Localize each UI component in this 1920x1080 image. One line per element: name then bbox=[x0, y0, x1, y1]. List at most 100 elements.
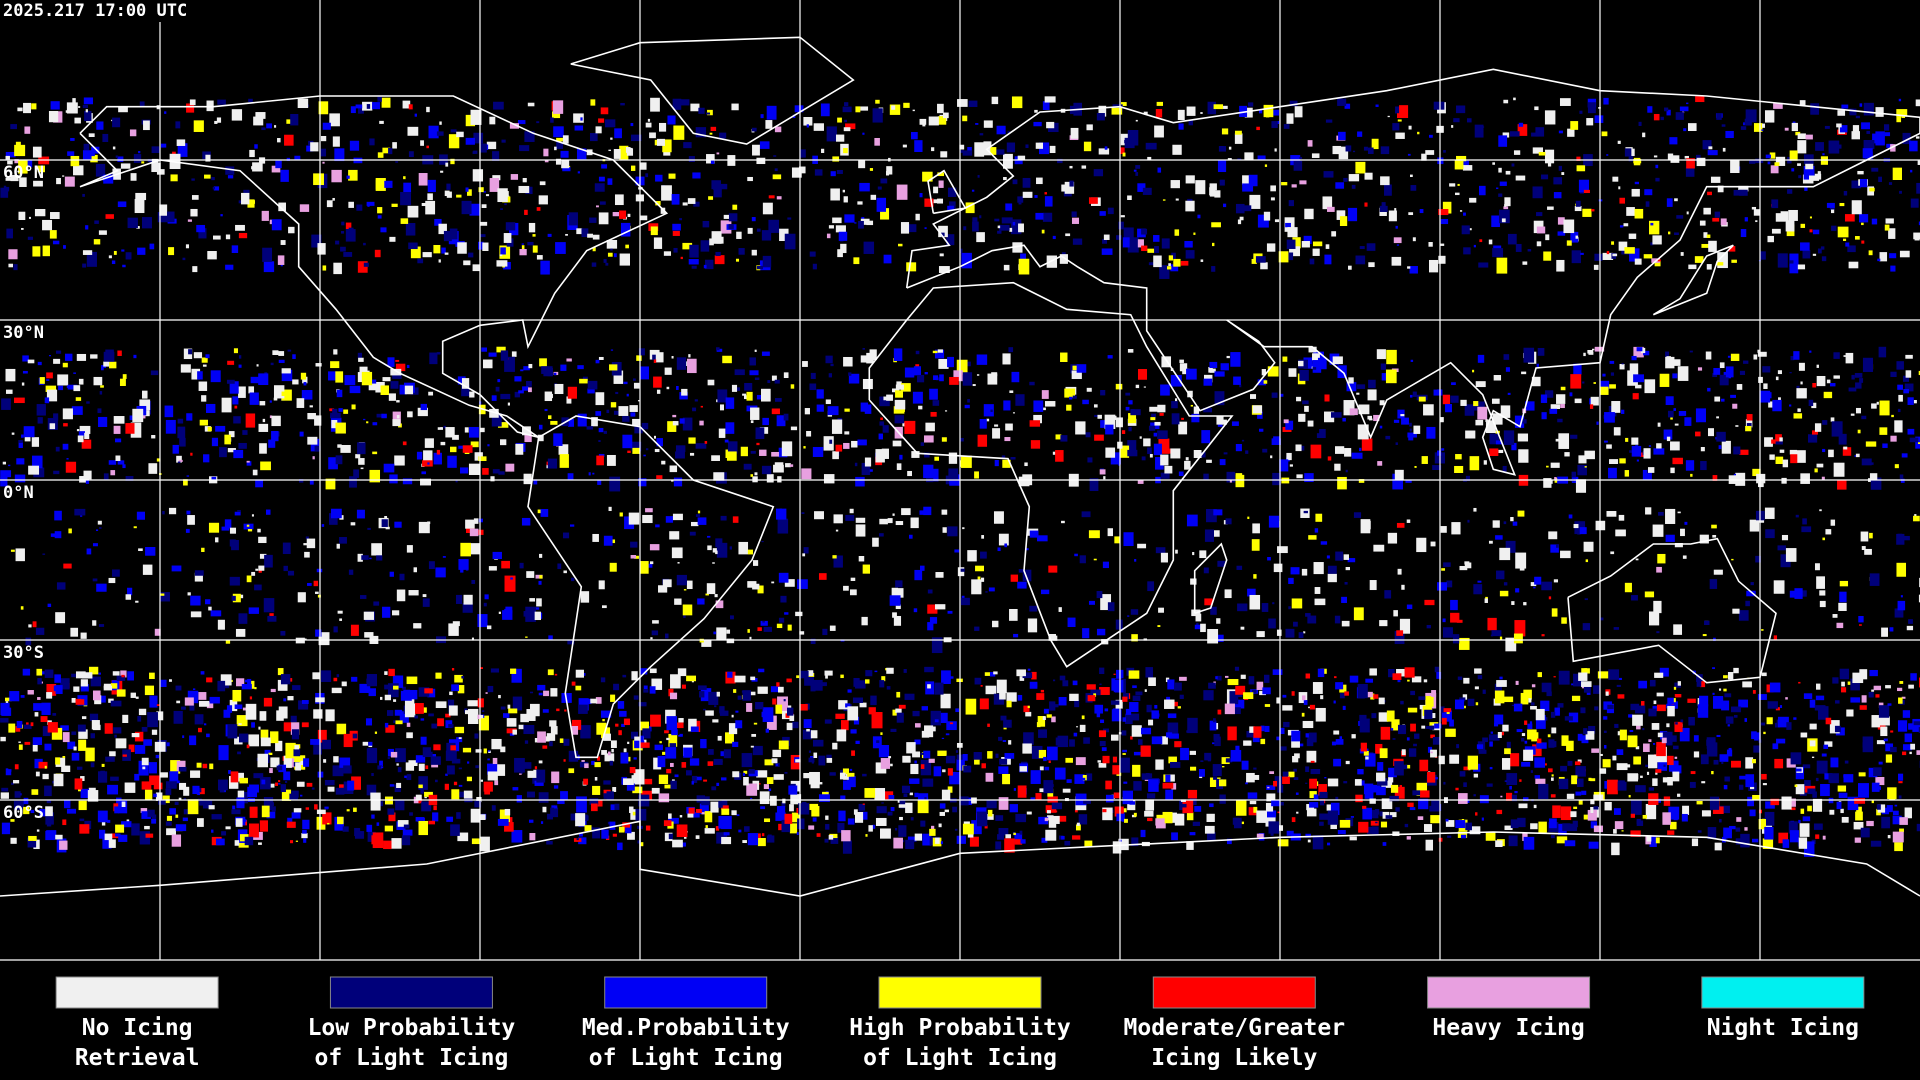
icing-cell bbox=[462, 603, 473, 613]
icing-cell bbox=[774, 462, 784, 468]
icing-cell bbox=[1307, 140, 1313, 147]
icing-cell bbox=[1410, 359, 1414, 362]
icing-cell bbox=[336, 543, 340, 549]
icing-cell bbox=[547, 233, 552, 237]
icing-cell bbox=[320, 148, 327, 157]
icing-cell bbox=[840, 795, 846, 800]
icing-cell bbox=[14, 144, 26, 157]
icing-cell bbox=[992, 428, 1001, 439]
icing-cell bbox=[150, 370, 159, 376]
icing-cell bbox=[789, 464, 794, 467]
icing-cell bbox=[1380, 726, 1391, 740]
icing-cell bbox=[1505, 792, 1513, 801]
icing-cell bbox=[1902, 710, 1911, 718]
icing-cell bbox=[155, 792, 163, 801]
icing-cell bbox=[356, 204, 363, 211]
icing-cell bbox=[754, 349, 757, 352]
icing-cell bbox=[998, 533, 1009, 546]
icing-cell bbox=[82, 104, 88, 109]
icing-cell bbox=[1483, 460, 1487, 465]
icing-cell bbox=[825, 399, 831, 405]
icing-cell bbox=[1155, 547, 1166, 554]
icing-cell bbox=[1534, 106, 1539, 111]
icing-cell bbox=[183, 348, 193, 360]
icing-cell bbox=[1408, 436, 1414, 441]
icing-cell bbox=[750, 420, 754, 424]
icing-cell bbox=[413, 567, 417, 573]
icing-cell bbox=[952, 806, 958, 813]
icing-cell bbox=[1478, 262, 1489, 268]
icing-cell bbox=[28, 465, 40, 475]
icing-cell bbox=[933, 186, 939, 194]
icing-cell bbox=[127, 217, 138, 229]
icing-cell bbox=[1170, 448, 1181, 459]
icing-cell bbox=[671, 547, 683, 559]
icing-cell bbox=[247, 199, 255, 208]
icing-cell bbox=[208, 606, 212, 611]
icing-cell bbox=[1644, 591, 1655, 598]
icing-cell bbox=[1584, 598, 1588, 601]
icing-cell bbox=[1875, 776, 1885, 786]
icing-cell bbox=[82, 150, 92, 160]
icing-cell bbox=[1039, 766, 1044, 771]
icing-cell bbox=[1584, 466, 1587, 468]
icing-cell bbox=[1899, 681, 1904, 684]
icing-cell bbox=[638, 478, 647, 487]
icing-cell bbox=[109, 361, 117, 369]
icing-cell bbox=[300, 372, 307, 380]
icing-cell bbox=[42, 553, 46, 555]
icing-cell bbox=[1560, 765, 1568, 772]
icing-cell bbox=[1298, 360, 1304, 367]
icing-cell bbox=[1492, 520, 1500, 528]
icing-cell bbox=[385, 725, 395, 733]
icing-cell bbox=[1263, 211, 1271, 221]
icing-cell bbox=[1455, 787, 1459, 791]
icing-cell bbox=[1904, 807, 1912, 819]
icing-cell bbox=[956, 359, 968, 375]
icing-cell bbox=[1745, 425, 1752, 432]
icing-cell bbox=[676, 574, 687, 586]
icing-cell bbox=[896, 691, 901, 698]
icing-cell bbox=[650, 97, 660, 112]
icing-cell bbox=[453, 791, 465, 798]
icing-cell bbox=[977, 434, 988, 447]
icing-cell bbox=[1319, 429, 1326, 439]
icing-cell bbox=[205, 154, 211, 162]
icing-cell bbox=[1257, 155, 1266, 161]
icing-cell bbox=[1634, 705, 1646, 714]
icing-cell bbox=[1540, 394, 1548, 403]
icing-cell bbox=[1061, 184, 1067, 192]
icing-cell bbox=[1614, 723, 1619, 728]
icing-cell bbox=[1550, 544, 1559, 553]
icing-cell bbox=[1723, 688, 1727, 692]
icing-cell bbox=[113, 250, 117, 255]
icing-cell bbox=[1141, 456, 1146, 461]
icing-cell bbox=[955, 750, 959, 753]
icing-cell bbox=[1836, 123, 1842, 128]
icing-cell bbox=[318, 101, 329, 115]
icing-cell bbox=[358, 357, 364, 362]
icing-cell bbox=[886, 686, 891, 690]
icing-cell bbox=[904, 693, 915, 700]
icing-cell bbox=[229, 776, 239, 789]
icing-cell bbox=[205, 403, 216, 413]
icing-cell bbox=[678, 99, 690, 106]
icing-cell bbox=[766, 474, 774, 483]
icing-cell bbox=[880, 732, 883, 735]
icing-cell bbox=[160, 593, 165, 596]
icing-cell bbox=[219, 447, 227, 458]
icing-cell bbox=[1838, 433, 1847, 445]
icing-cell bbox=[1036, 177, 1043, 185]
icing-cell bbox=[130, 173, 137, 181]
icing-cell bbox=[665, 516, 674, 523]
icing-cell bbox=[1206, 508, 1217, 523]
icing-cell bbox=[168, 247, 175, 256]
icing-cell bbox=[720, 183, 728, 190]
icing-cell bbox=[1898, 795, 1902, 799]
icing-cell bbox=[1588, 725, 1596, 734]
icing-cell bbox=[1807, 434, 1818, 443]
icing-cell bbox=[1418, 396, 1426, 402]
icing-cell bbox=[595, 126, 602, 134]
icing-cell bbox=[1276, 736, 1280, 741]
icing-cell bbox=[1656, 692, 1664, 697]
